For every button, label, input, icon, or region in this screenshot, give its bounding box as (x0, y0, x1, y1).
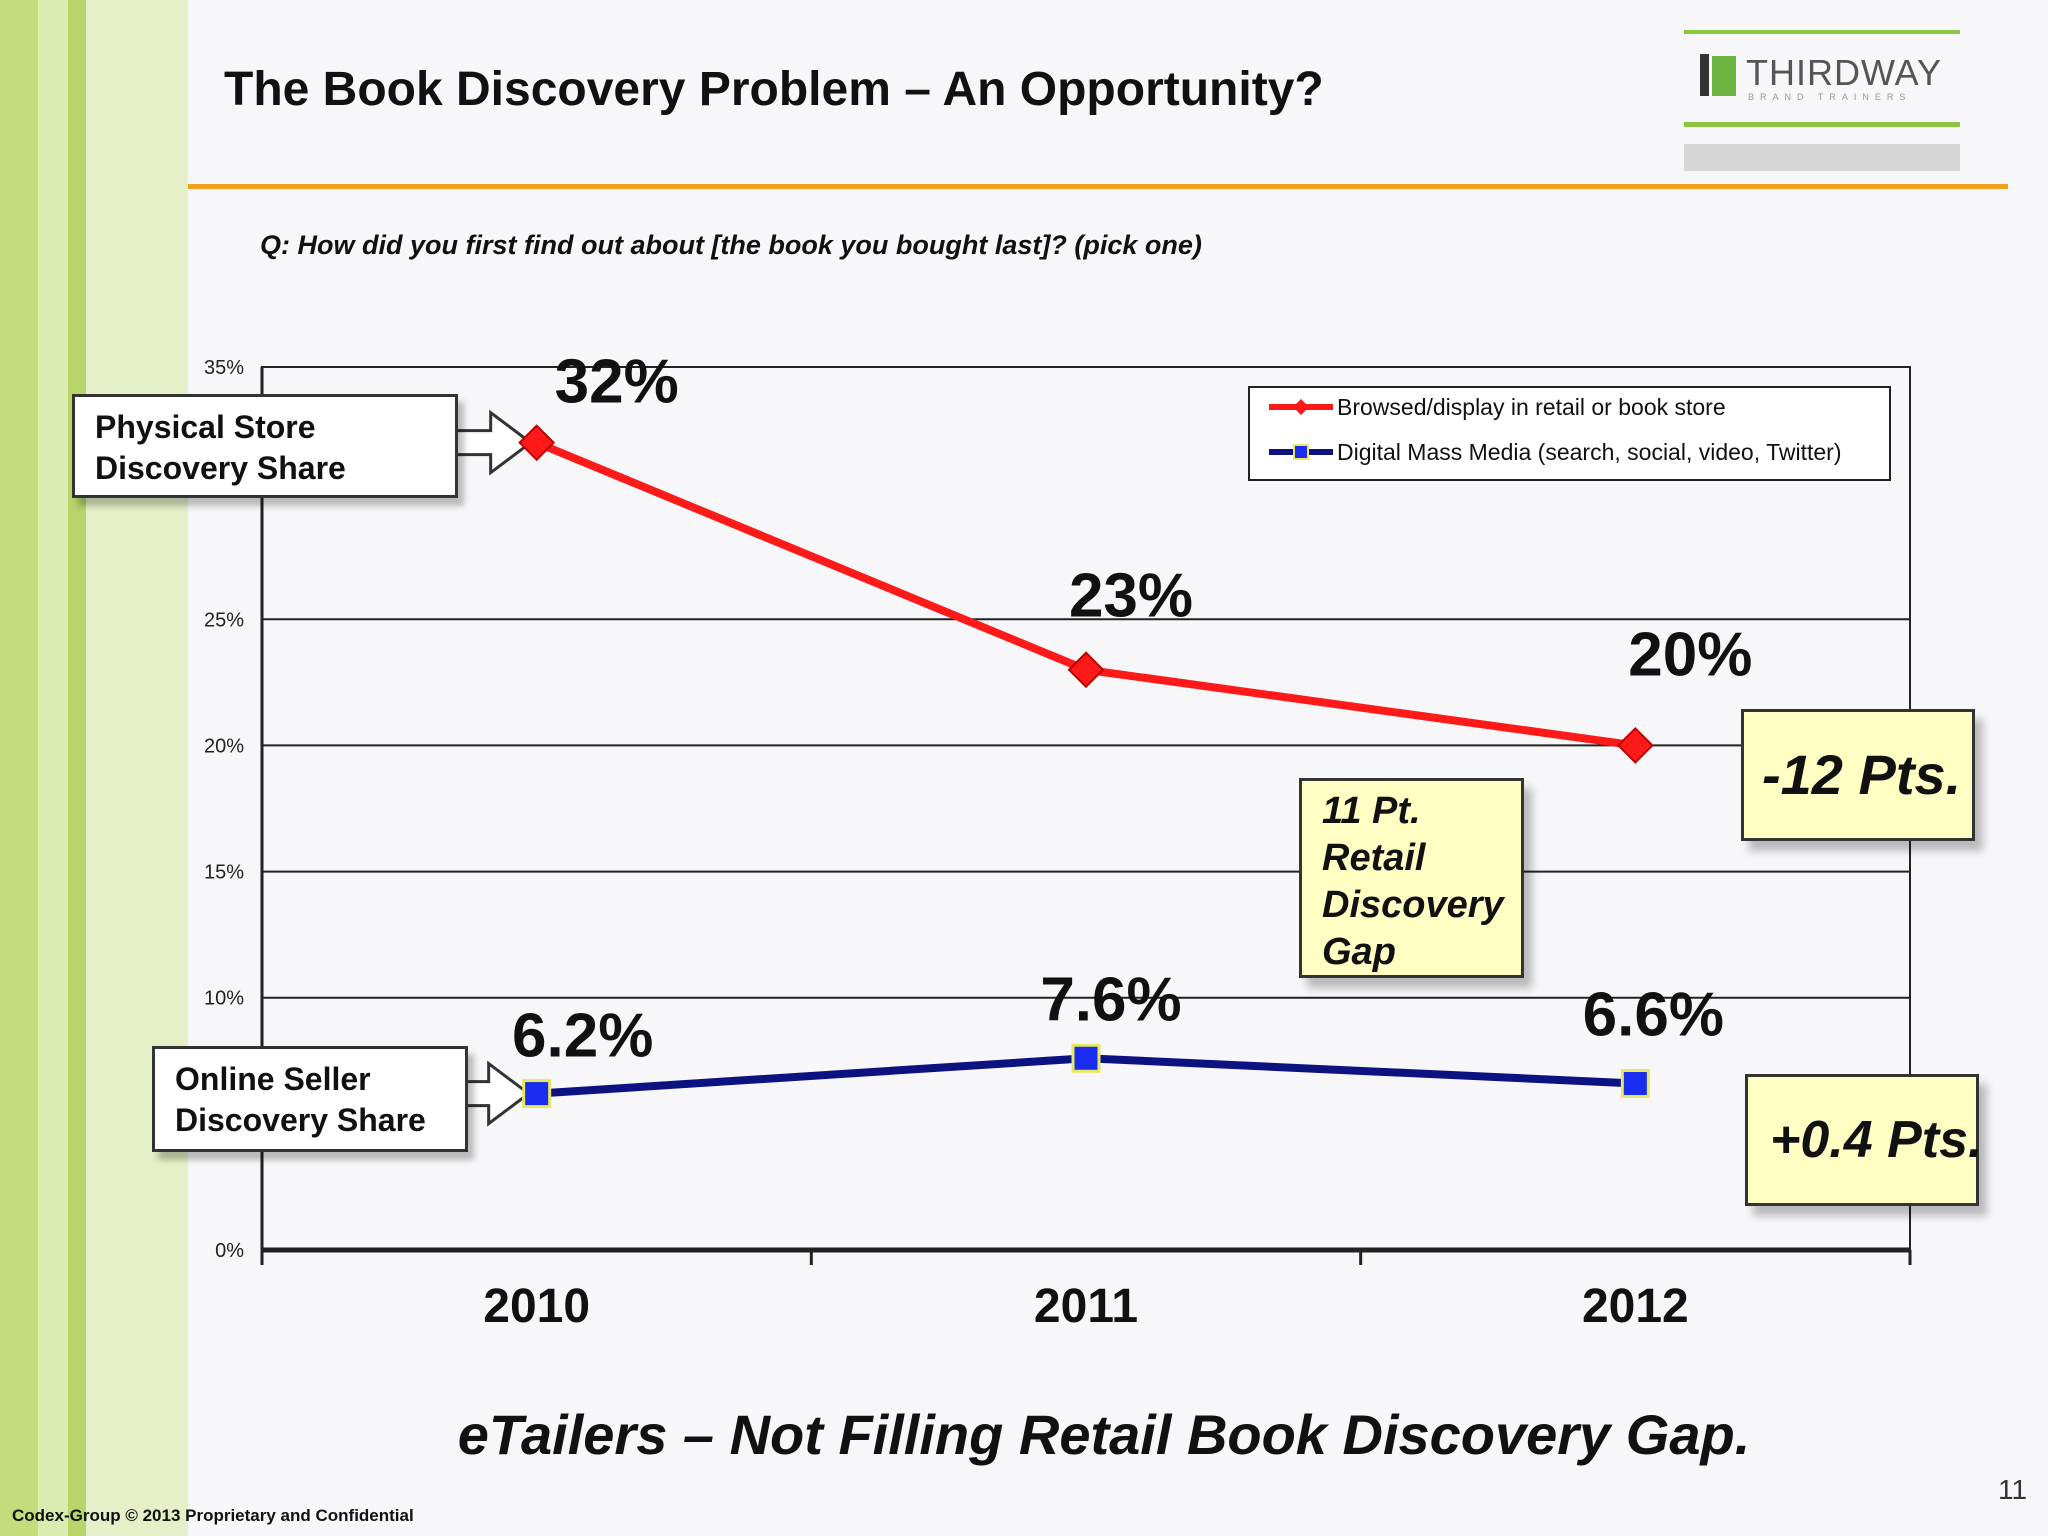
plot-area (261, 366, 1911, 1251)
digital-data-label: 6.2% (512, 1002, 653, 1071)
decor-stripe (86, 0, 188, 1536)
logo-band (1684, 144, 1960, 171)
callout-line: Physical Store (95, 409, 316, 445)
y-tick-label: 15% (204, 862, 244, 884)
title-divider (188, 184, 2008, 189)
x-tick-label: 2011 (1034, 1280, 1138, 1333)
retail-point (1616, 727, 1654, 764)
logo-rule (1684, 122, 1960, 127)
retail-data-label: 32% (555, 348, 679, 417)
copyright-footer: Codex-Group © 2013 Proprietary and Confi… (12, 1506, 414, 1525)
retail-data-label: 20% (1628, 620, 1752, 689)
decor-stripe (68, 0, 86, 1536)
slide-title: The Book Discovery Problem – An Opportun… (224, 63, 1324, 116)
logo-tagline: BRAND TRAINERS (1748, 92, 1912, 102)
retail-data-label: 23% (1069, 562, 1193, 631)
logo-mark (1712, 56, 1736, 96)
slide-subtitle: eTailers – Not Filling Retail Book Disco… (457, 1403, 1751, 1466)
y-tick-label: 25% (204, 609, 244, 631)
logo-rule (1684, 30, 1960, 34)
decor-stripe (0, 0, 38, 1536)
logo-mark (1700, 54, 1709, 96)
thirdway-logo: THIRDWAY BRAND TRAINERS (1684, 30, 1960, 172)
legend-swatch-marker (1293, 399, 1309, 415)
gap-line: Gap (1322, 931, 1396, 973)
y-tick-label: 35% (204, 357, 244, 379)
callout-line: Discovery Share (95, 450, 346, 486)
page-number: 11 (1998, 1474, 2028, 1505)
retail-point (518, 424, 556, 462)
gap-line: 11 Pt. (1322, 790, 1421, 832)
legend-entry-label: Digital Mass Media (search, social, vide… (1337, 439, 1841, 465)
digital-point (522, 1079, 552, 1109)
callout-line: Online Seller (175, 1061, 371, 1097)
y-tick-label: 0% (215, 1240, 244, 1262)
gap-line: Discovery (1322, 884, 1504, 926)
x-tick-label: 2010 (483, 1280, 590, 1333)
online-seller-arrow (463, 1060, 532, 1127)
gap-line: Retail (1322, 837, 1426, 879)
physical-store-callout: Physical Store Discovery Share (72, 394, 458, 498)
legend-entry-label: Browsed/display in retail or book store (1337, 394, 1726, 420)
decor-stripe (38, 0, 68, 1536)
digital-data-label: 7.6% (1040, 965, 1181, 1034)
x-tick-label: 2012 (1582, 1280, 1689, 1333)
survey-question: Q: How did you first find out about [the… (260, 230, 1202, 260)
retail-change-note: -12 Pts. (1741, 709, 1975, 841)
logo-name: THIRDWAY (1746, 52, 1942, 93)
online-seller-callout: Online Seller Discovery Share (152, 1046, 468, 1152)
legend-swatch-marker (1293, 444, 1309, 460)
retail-point (1067, 651, 1105, 689)
retail-gap-note: 11 Pt. Retail Discovery Gap (1299, 778, 1524, 978)
physical-store-arrow (453, 409, 534, 476)
digital-point (1071, 1043, 1101, 1073)
y-tick-label: 20% (204, 735, 244, 757)
callout-line: Discovery Share (175, 1102, 426, 1138)
y-tick-label: 10% (204, 988, 244, 1010)
digital-point (1620, 1068, 1650, 1098)
digital-change-note: +0.4 Pts. (1745, 1074, 1982, 1206)
digital-data-label: 6.6% (1583, 980, 1724, 1049)
legend-box (1248, 386, 1891, 481)
